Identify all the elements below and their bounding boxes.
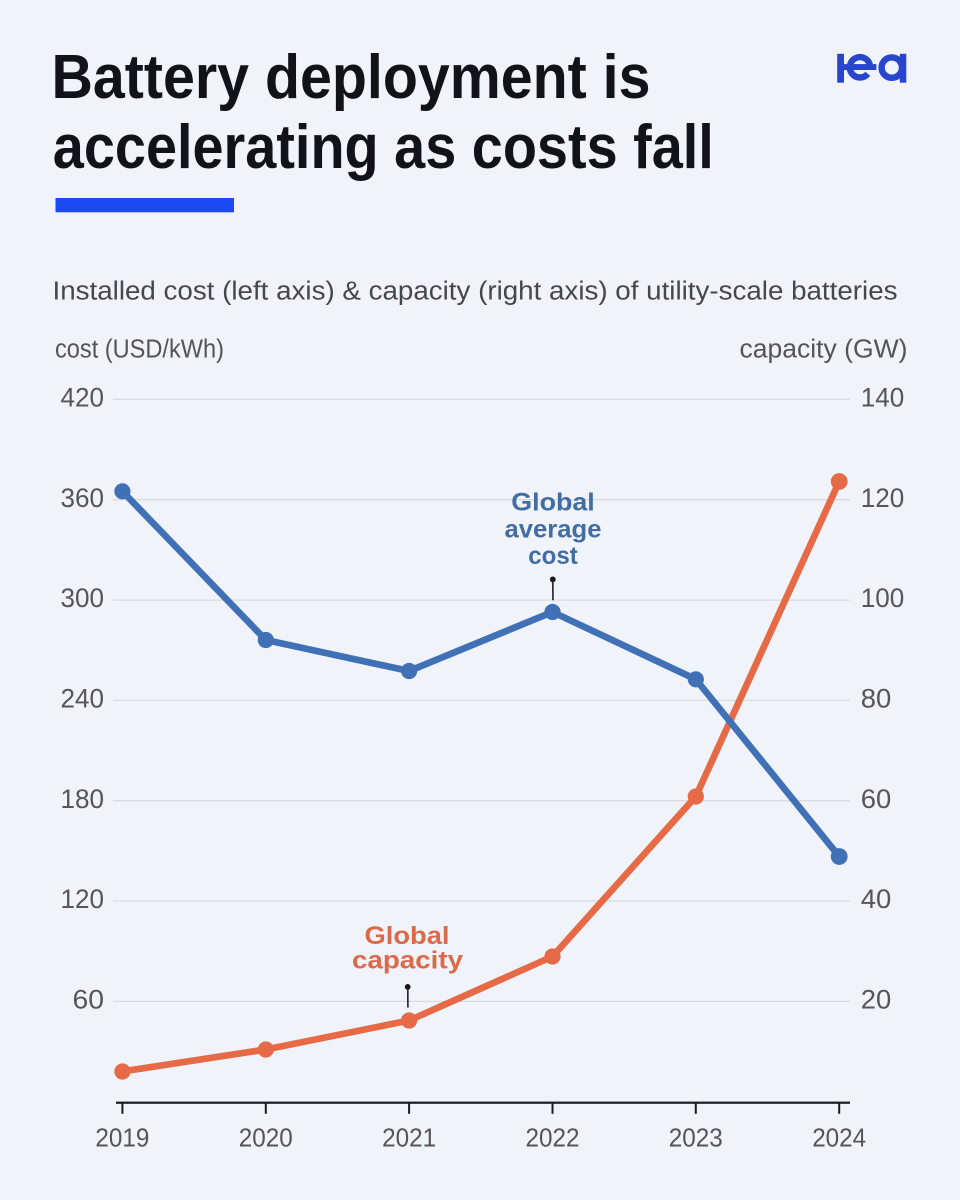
svg-text:2019: 2019 (95, 1125, 149, 1153)
svg-text:180: 180 (61, 784, 105, 814)
svg-text:140: 140 (861, 383, 905, 413)
svg-text:cost: cost (528, 542, 578, 570)
svg-text:40: 40 (861, 884, 892, 914)
svg-text:Installed cost (left axis) & c: Installed cost (left axis) & capacity (r… (53, 277, 898, 305)
svg-text:120: 120 (861, 483, 905, 513)
svg-text:Global: Global (365, 922, 450, 950)
svg-text:240: 240 (61, 684, 105, 714)
svg-text:accelerating as costs fall: accelerating as costs fall (53, 113, 714, 182)
svg-text:60: 60 (861, 784, 892, 814)
svg-text:Battery deployment is: Battery deployment is (52, 43, 651, 112)
svg-text:2020: 2020 (239, 1125, 293, 1153)
svg-text:2022: 2022 (526, 1125, 580, 1153)
svg-text:Global: Global (511, 489, 595, 517)
svg-text:360: 360 (61, 483, 105, 513)
svg-text:2023: 2023 (669, 1125, 723, 1153)
svg-text:80: 80 (861, 684, 892, 714)
svg-text:2024: 2024 (812, 1125, 866, 1153)
svg-text:20: 20 (861, 985, 892, 1015)
svg-text:60: 60 (73, 985, 105, 1015)
svg-text:100: 100 (861, 583, 905, 613)
svg-text:300: 300 (61, 583, 105, 613)
svg-text:2021: 2021 (382, 1125, 436, 1153)
svg-text:capacity (GW): capacity (GW) (740, 336, 908, 364)
svg-text:420: 420 (61, 383, 105, 413)
svg-text:average: average (505, 515, 602, 543)
svg-text:120: 120 (61, 884, 105, 914)
svg-text:cost (USD/kWh): cost (USD/kWh) (55, 336, 224, 364)
svg-text:capacity: capacity (352, 946, 463, 974)
